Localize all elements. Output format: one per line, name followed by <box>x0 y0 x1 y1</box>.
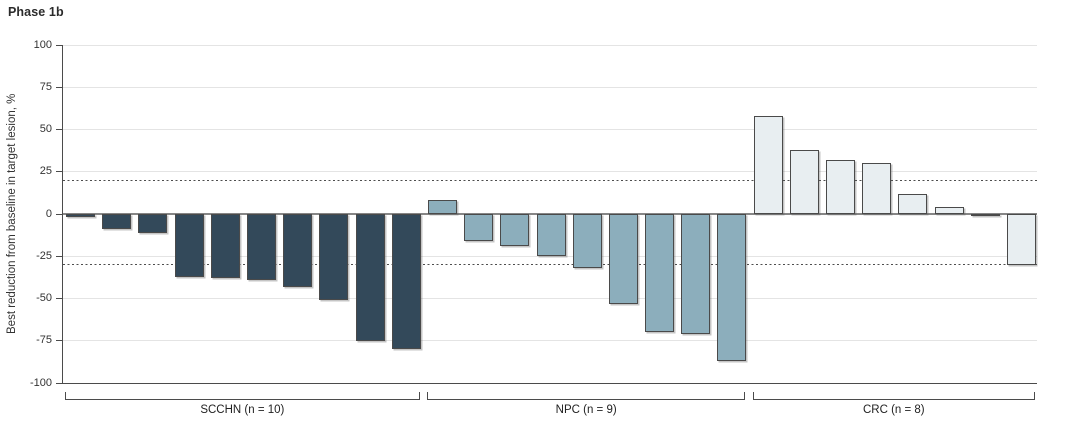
bar <box>246 214 276 280</box>
y-tick-mark <box>56 340 62 342</box>
gridline <box>63 171 1037 173</box>
bar <box>464 214 494 242</box>
group-label: NPC (n = 9) <box>555 404 617 416</box>
bar <box>826 159 856 214</box>
y-tick-mark <box>56 298 62 300</box>
gridline <box>63 255 1037 257</box>
bar <box>970 214 1000 216</box>
y-tick-label: 75 <box>39 80 52 93</box>
plot-area <box>62 44 1037 384</box>
bar <box>66 214 95 218</box>
y-tick-label: -75 <box>36 334 52 347</box>
gridline <box>63 86 1037 88</box>
y-tick-mark <box>56 255 62 257</box>
reference-line <box>63 264 1037 266</box>
y-tick-mark <box>56 44 62 46</box>
group-label: SCCHN (n = 10) <box>200 404 285 416</box>
y-tick-label: 50 <box>39 123 52 135</box>
bar <box>319 214 349 301</box>
group-bracket <box>426 392 746 400</box>
bar <box>717 214 747 362</box>
y-tick-label: 0 <box>45 207 52 220</box>
y-tick-mark <box>56 382 62 384</box>
bar <box>1007 214 1036 265</box>
gridline <box>63 340 1037 342</box>
gridline <box>63 298 1037 299</box>
gridline <box>63 129 1037 130</box>
group-bracket <box>752 392 1035 400</box>
bar <box>283 214 313 287</box>
zero-baseline <box>63 213 1037 215</box>
y-tick-label: -100 <box>29 376 52 389</box>
bar <box>210 214 240 279</box>
bar <box>102 214 132 230</box>
bar <box>355 214 385 341</box>
y-tick-mark <box>56 213 62 215</box>
bar <box>500 214 530 247</box>
bar <box>138 214 168 233</box>
y-tick-mark <box>56 129 62 131</box>
bar <box>645 214 675 333</box>
bar <box>572 214 602 269</box>
bar <box>427 200 457 214</box>
reference-line <box>63 179 1037 181</box>
bar <box>391 214 421 350</box>
group-label: CRC (n = 8) <box>862 404 925 416</box>
y-tick-label: 25 <box>39 165 52 178</box>
bar <box>681 214 711 334</box>
bar <box>174 214 204 277</box>
y-tick-mark <box>56 171 62 173</box>
bar <box>753 115 783 214</box>
bar <box>536 214 566 257</box>
chart-title: Phase 1b <box>8 5 64 19</box>
y-tick-label: -25 <box>36 249 52 262</box>
bar <box>789 149 819 214</box>
y-tick-label: -50 <box>36 292 52 304</box>
bar <box>898 193 928 214</box>
gridline <box>63 44 1037 46</box>
bar <box>934 207 964 214</box>
group-bracket <box>65 392 420 400</box>
bar <box>862 163 892 214</box>
y-tick-label: 100 <box>33 38 52 51</box>
y-tick-mark <box>56 86 62 88</box>
bar <box>608 214 638 304</box>
